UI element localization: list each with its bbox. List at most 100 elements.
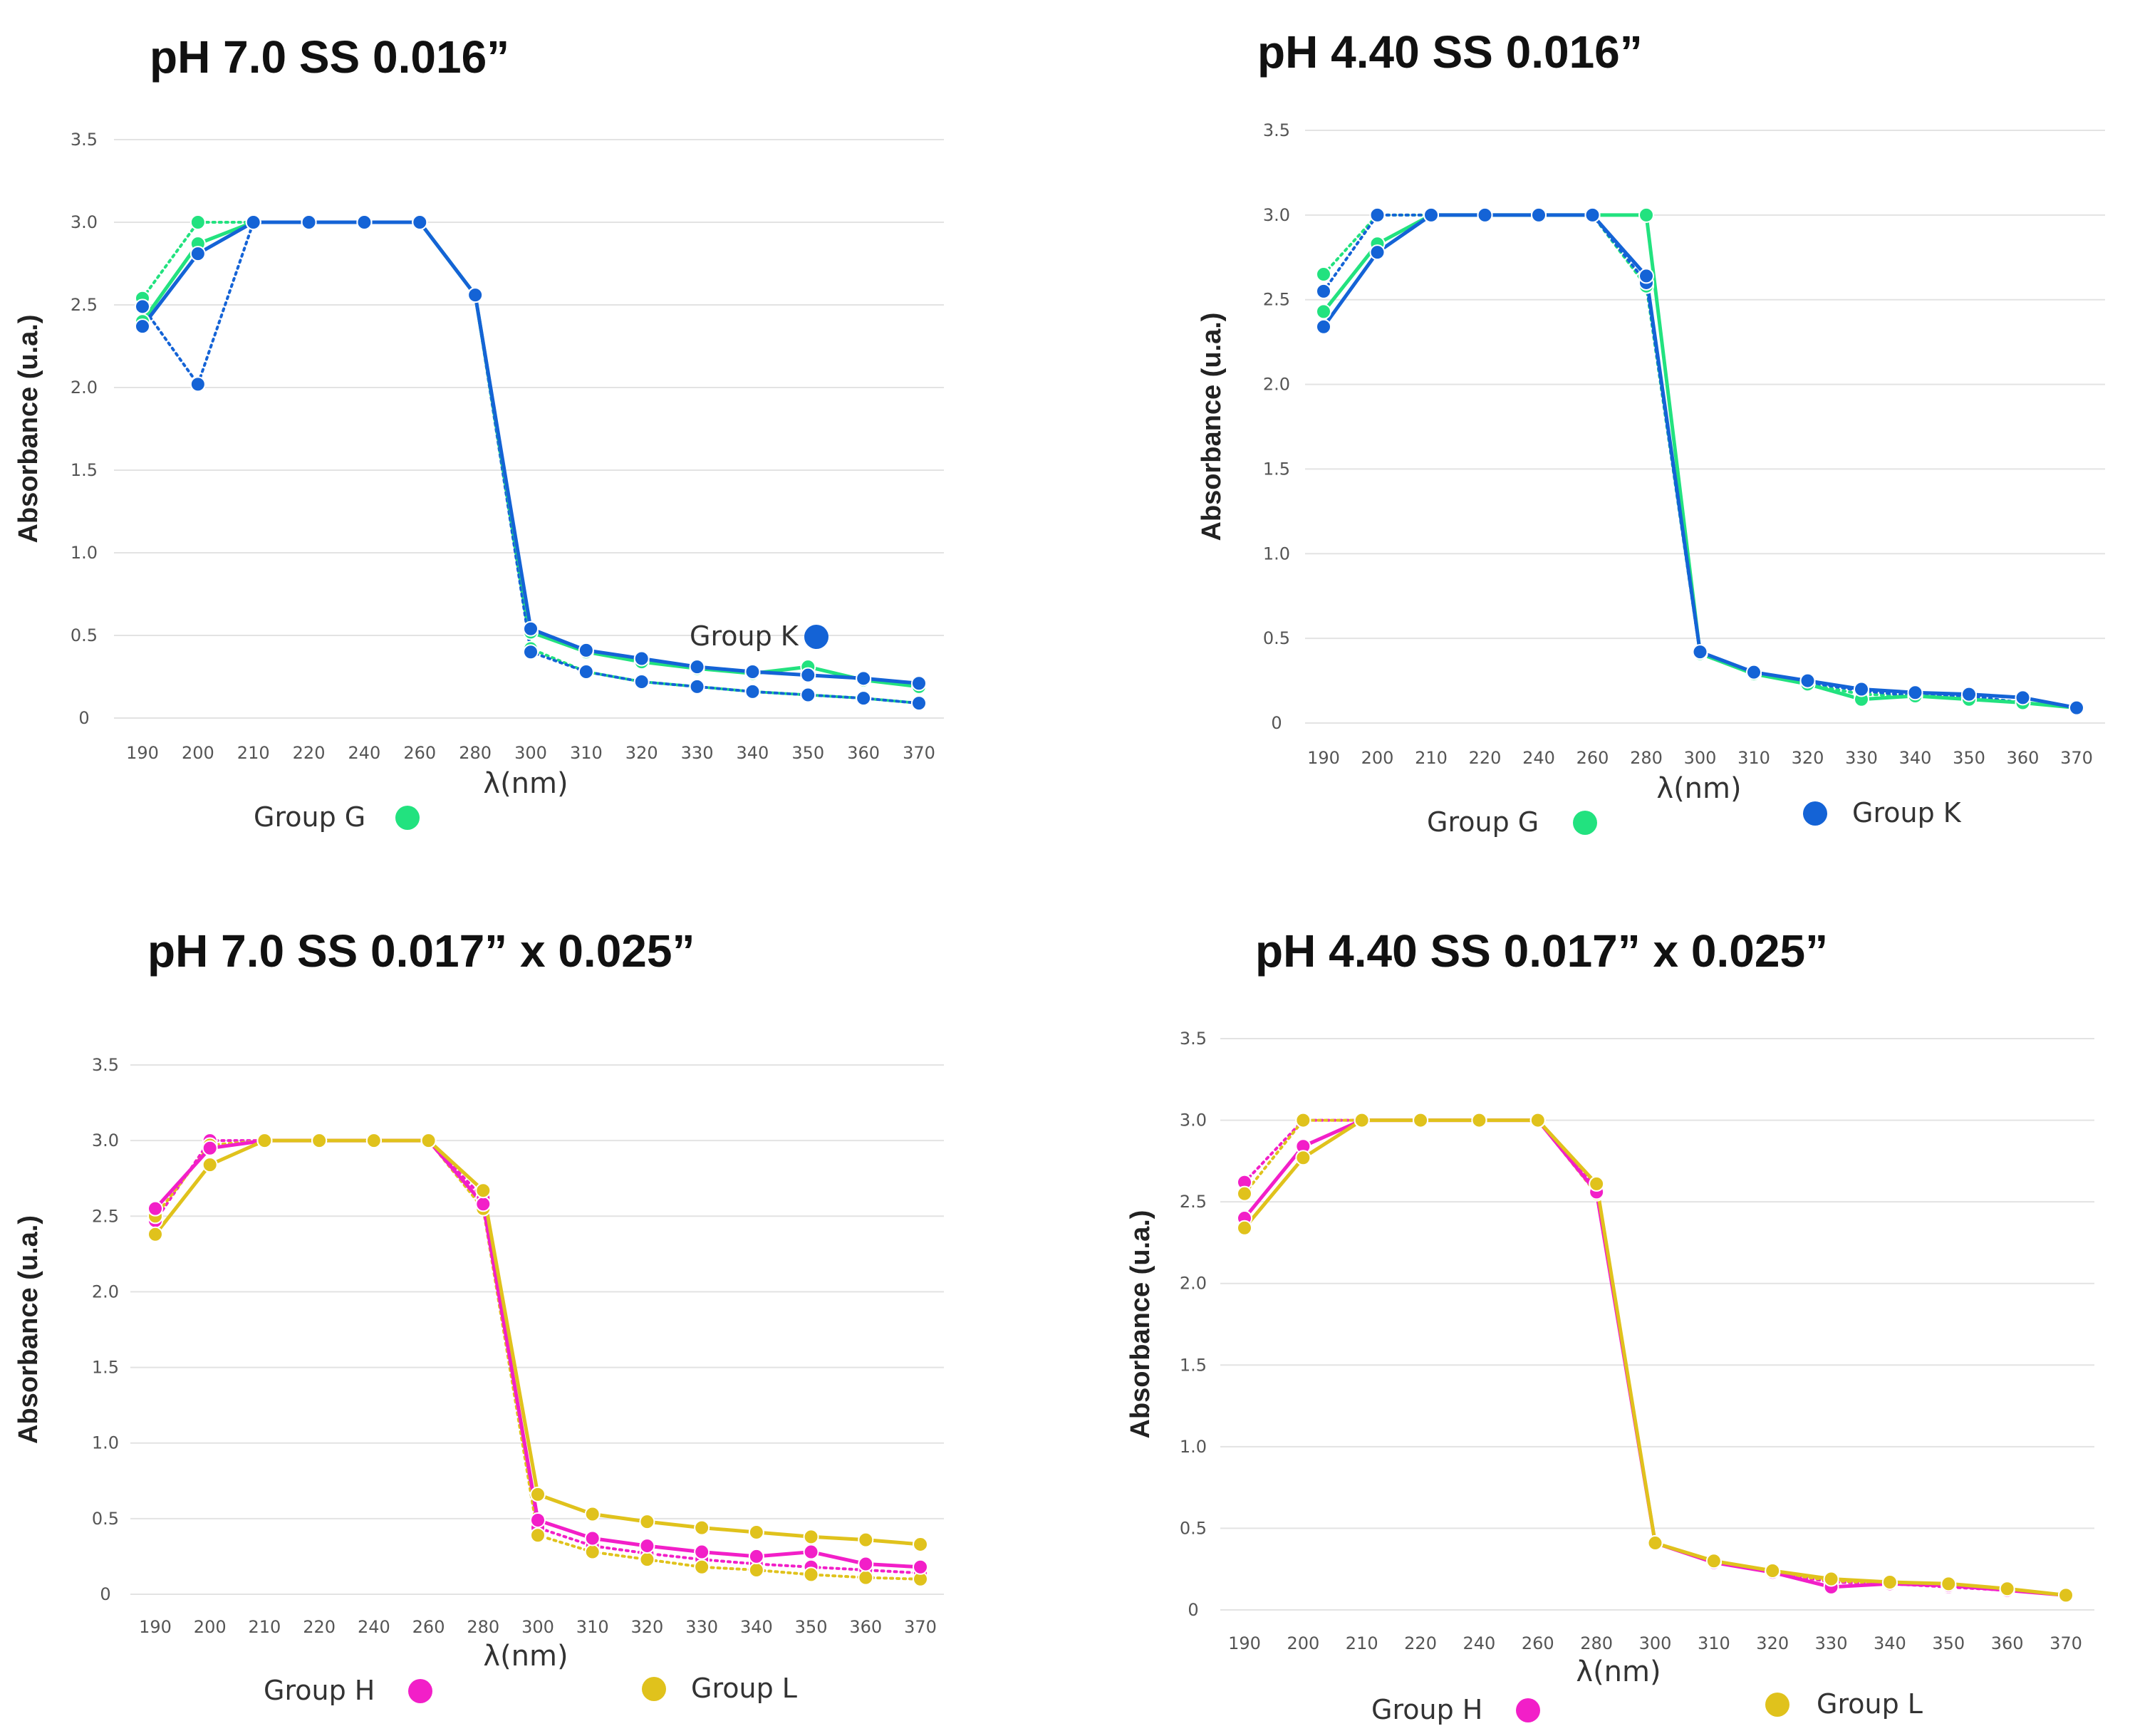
data-point	[202, 1157, 218, 1173]
x-tick-label: 330	[681, 743, 714, 763]
data-point	[523, 620, 539, 637]
data-point	[467, 287, 484, 303]
x-tick-label: 190	[139, 1617, 172, 1637]
data-point	[694, 1544, 710, 1560]
data-point	[800, 687, 816, 703]
chart-3: pH 7.0 SS 0.017” x 0.025” 0 0.5 1.0 1.5 2.0 2.…	[14, 925, 944, 1706]
x-tick-label: 350	[1953, 748, 1985, 768]
legend-label: Group L	[1817, 1688, 1923, 1720]
data-point	[633, 673, 650, 690]
data-point	[1354, 1112, 1370, 1128]
x-tick-label: 280	[1580, 1633, 1613, 1653]
y-tick-label: 2.0	[1263, 375, 1290, 395]
data-point	[1237, 1220, 1252, 1236]
x-axis-label: λ(nm)	[483, 1640, 568, 1673]
y-tick-label: 3.5	[1263, 120, 1290, 140]
x-tick-label: 310	[576, 1617, 609, 1637]
y-tick-label: 0.5	[71, 625, 98, 645]
series-line-group-h-solid	[154, 1138, 921, 1569]
data-point	[748, 1524, 764, 1540]
x-tick-label: 360	[2007, 748, 2040, 768]
x-tick-label: 320	[625, 743, 658, 763]
data-point	[584, 1544, 601, 1560]
y-tick-label: 1.5	[71, 460, 98, 480]
y-tick-label: 0.5	[1180, 1518, 1207, 1538]
y-tick-label: 3.0	[1180, 1111, 1207, 1131]
data-point	[1369, 207, 1386, 223]
series-line-group-g-dotted	[1322, 213, 2078, 710]
series-line-group-g-solid	[1322, 213, 2077, 710]
x-axis-label: λ(nm)	[483, 767, 568, 800]
x-tick-label: 350	[1932, 1633, 1965, 1653]
legend-marker	[395, 806, 420, 830]
data-point	[245, 214, 261, 230]
legend-label: Group K	[690, 620, 799, 652]
x-tick-label: 280	[459, 743, 492, 763]
y-tick-label: 3.5	[1180, 1029, 1207, 1049]
data-point	[301, 214, 317, 230]
data-point	[2069, 700, 2084, 716]
y-tick-label: 2.5	[1263, 290, 1290, 310]
data-point	[748, 1548, 764, 1564]
y-tick-label: 1.5	[1263, 459, 1290, 479]
x-tick-label: 310	[1737, 748, 1770, 768]
data-point	[639, 1538, 655, 1554]
data-point	[1705, 1553, 1722, 1569]
data-point	[1423, 207, 1439, 223]
chart-title: pH 4.40 SS 0.017” x 0.025”	[1255, 925, 1828, 977]
data-point	[1584, 207, 1601, 223]
x-tick-label: 260	[1522, 1633, 1554, 1653]
x-tick-label: 320	[1756, 1633, 1789, 1653]
data-point	[1316, 266, 1331, 283]
data-point	[1799, 672, 1816, 689]
data-point	[694, 1559, 710, 1575]
x-tick-label: 200	[1287, 1633, 1319, 1653]
data-point	[420, 1133, 437, 1149]
x-tick-label: 220	[1404, 1633, 1437, 1653]
x-tick-label: 330	[685, 1617, 718, 1637]
x-tick-label: 360	[847, 743, 880, 763]
x-tick-label: 190	[1307, 748, 1340, 768]
x-tick-label: 220	[293, 743, 326, 763]
x-tick-label: 320	[1792, 748, 1824, 768]
chart-title: pH 7.0 SS 0.016”	[150, 31, 509, 83]
legend-marker	[1573, 811, 1597, 835]
data-point	[1369, 244, 1386, 261]
y-axis-label: Absorbance (u.a.)	[1126, 1210, 1155, 1439]
data-point	[639, 1552, 655, 1568]
data-point	[530, 1527, 546, 1544]
data-point	[584, 1530, 601, 1547]
chart-title: pH 4.40 SS 0.016”	[1257, 26, 1643, 78]
data-point	[856, 670, 872, 687]
y-tick-label: 0	[78, 708, 89, 728]
data-point	[412, 214, 428, 230]
data-point	[135, 298, 150, 315]
data-point	[858, 1532, 874, 1548]
x-tick-label: 240	[358, 1617, 390, 1637]
data-point	[256, 1133, 273, 1149]
x-tick-label: 300	[514, 743, 547, 763]
y-tick-label: 0	[100, 1584, 110, 1604]
data-point	[189, 246, 206, 262]
data-point	[1471, 1112, 1487, 1128]
x-tick-label: 310	[570, 743, 603, 763]
data-point	[800, 667, 816, 683]
y-tick-label: 1.5	[92, 1358, 119, 1378]
y-tick-label: 1.0	[1180, 1437, 1207, 1457]
data-point	[913, 1559, 928, 1575]
data-point	[189, 376, 206, 393]
data-point	[856, 690, 872, 707]
x-tick-label: 210	[249, 1617, 281, 1637]
data-point	[584, 1506, 601, 1522]
series-line-group-k-solid	[141, 220, 920, 685]
y-tick-label: 3.5	[92, 1055, 119, 1075]
data-point	[1692, 644, 1708, 660]
y-tick-label: 3.5	[71, 130, 98, 150]
data-point	[1823, 1571, 1839, 1587]
data-point	[803, 1544, 819, 1560]
series-line-group-h-solid	[1243, 1118, 2067, 1597]
x-tick-label: 350	[791, 743, 824, 763]
data-point	[911, 695, 927, 712]
y-tick-label: 1.0	[1263, 544, 1290, 563]
data-point	[803, 1529, 819, 1545]
